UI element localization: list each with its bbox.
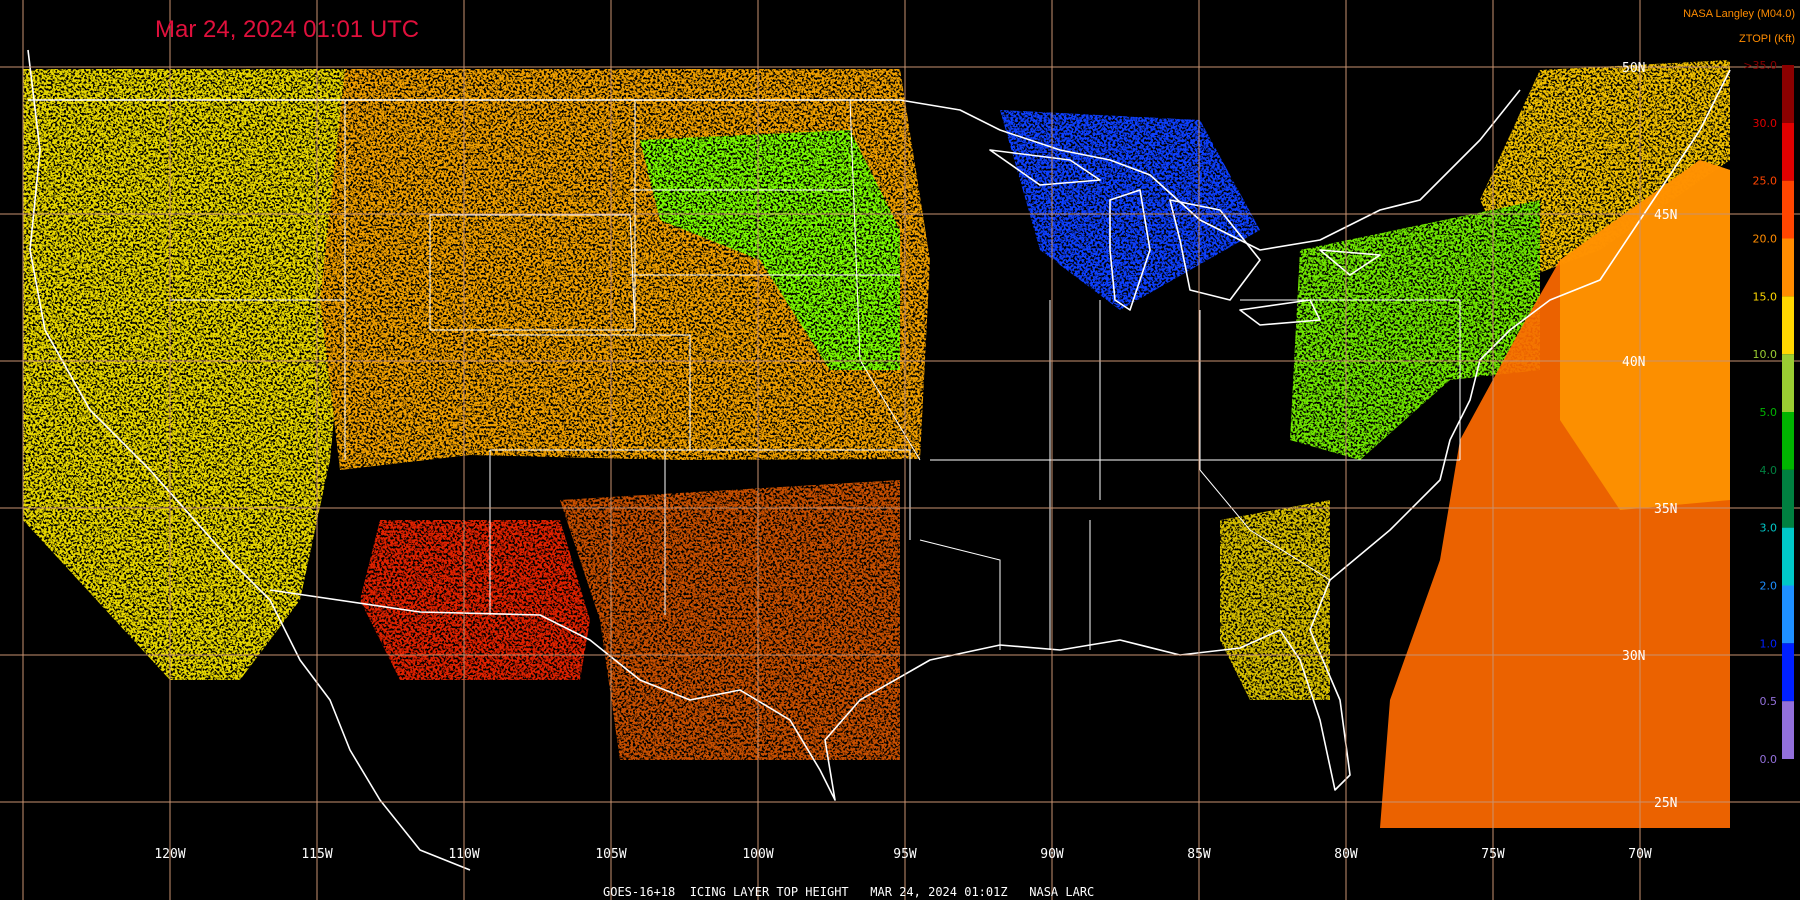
colorbar-label: 30.0 <box>1753 117 1778 130</box>
colorbar-label: 20.0 <box>1753 233 1778 246</box>
north-border <box>28 89 1521 251</box>
outlines <box>27 49 1731 871</box>
latitude-label: 30N <box>1622 649 1645 664</box>
latitude-label: 35N <box>1654 502 1677 517</box>
colorbar-label: 15.0 <box>1753 290 1778 303</box>
colorbar-swatch <box>1782 643 1794 702</box>
colorbar-swatch <box>1782 65 1794 123</box>
cloud-atlantic-light <box>1560 160 1730 510</box>
longitude-label: 85W <box>1187 847 1211 862</box>
longitude-label: 95W <box>893 847 917 862</box>
colorbar-swatch <box>1782 354 1794 412</box>
longitude-label: 110W <box>448 847 479 862</box>
latitude-label: 25N <box>1654 796 1677 811</box>
colorbar-swatch <box>1782 180 1794 239</box>
cloud-southeast <box>1220 500 1330 700</box>
colorbar-swatch <box>1782 296 1794 355</box>
colorbar-label: 25.0 <box>1753 175 1778 188</box>
colorbar-swatch <box>1782 585 1794 644</box>
longitude-label: 100W <box>742 847 773 862</box>
colorbar-label: >35.0 <box>1743 59 1777 72</box>
colorbar-swatch <box>1782 701 1794 759</box>
colorbar-swatch <box>1782 238 1794 297</box>
colorbar-swatch <box>1782 412 1794 470</box>
longitude-label: 105W <box>595 847 626 862</box>
source-label: NASA Langley (M04.0) <box>1683 8 1795 20</box>
colorbar-label: 1.0 <box>1760 637 1778 650</box>
cloud-east-green <box>1290 200 1540 460</box>
longitude-label: 120W <box>154 847 185 862</box>
colorbar-label: 4.0 <box>1760 464 1778 477</box>
latitude-label: 45N <box>1654 208 1677 223</box>
colorbar-swatch <box>1782 527 1794 586</box>
longitude-label: 80W <box>1334 847 1358 862</box>
longitude-label: 75W <box>1481 847 1505 862</box>
cloud-northeast <box>1480 60 1730 280</box>
longitude-label: 90W <box>1040 847 1064 862</box>
cloud-west <box>23 69 345 680</box>
cloud-imagery <box>23 60 1730 760</box>
gulf-atlantic-coast <box>269 69 1731 801</box>
cloud-texas <box>560 480 900 760</box>
colorbar-label: 2.0 <box>1760 580 1778 593</box>
longitude-label: 115W <box>301 847 332 862</box>
legend-title: ZTOPI (Kft) <box>1739 33 1795 45</box>
colorbar-label: 5.0 <box>1760 406 1778 419</box>
longitude-label: 70W <box>1628 847 1652 862</box>
colorbar-label: 0.0 <box>1760 753 1778 766</box>
colorbar: >35.0 30.0 25.0 20.0 15.0 10.0 5.0 4.0 3.0 2.0 1.0… <box>1743 59 1794 766</box>
colorbar-label: 0.5 <box>1760 695 1778 708</box>
map-title: Mar 24, 2024 01:01 UTC <box>155 16 419 43</box>
cloud-southwest-red <box>360 520 590 680</box>
west-coast <box>27 49 471 871</box>
great-lakes <box>989 149 1381 326</box>
colorbar-swatch <box>1782 469 1794 528</box>
footer: GOES-16+18 ICING LAYER TOP HEIGHT MAR 24… <box>603 885 1094 899</box>
colorbar-label: 10.0 <box>1753 348 1778 361</box>
latitude-label: 40N <box>1622 355 1645 370</box>
colorbar-swatch <box>1782 122 1794 181</box>
latitude-label: 50N <box>1622 61 1645 76</box>
colorbar-label: 3.0 <box>1760 522 1778 535</box>
